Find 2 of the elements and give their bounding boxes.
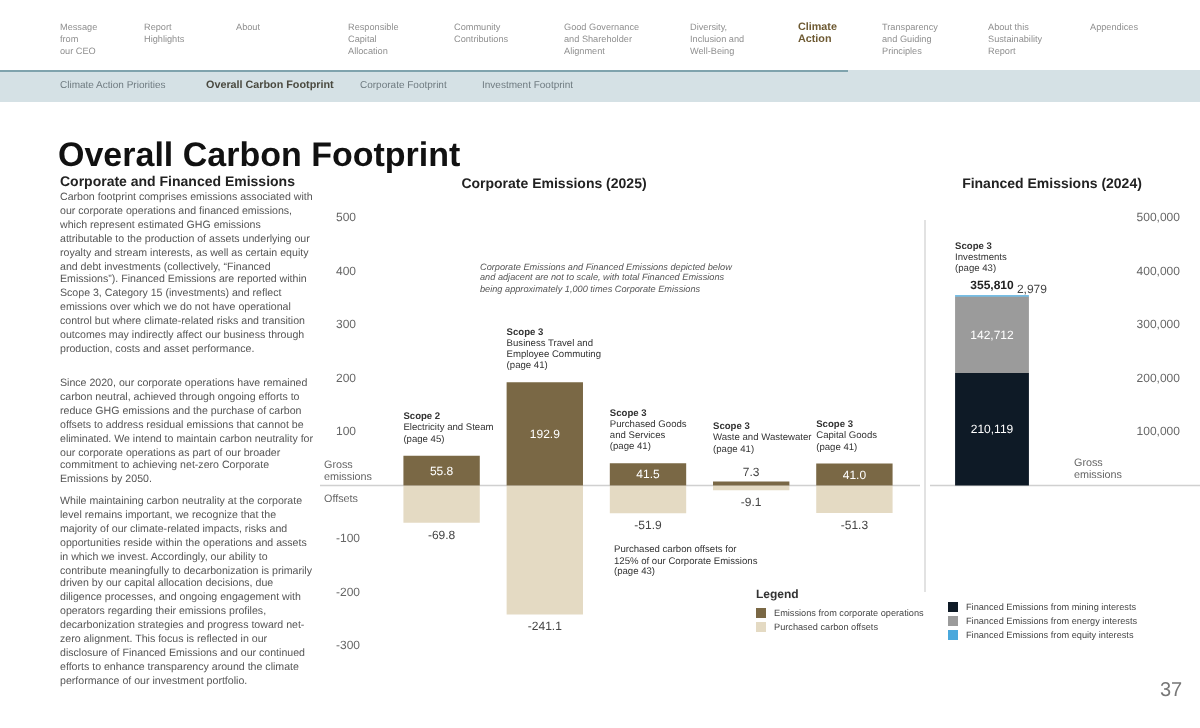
text: Overall Carbon Footprint — [58, 136, 461, 175]
text: 37 — [1160, 680, 1183, 702]
